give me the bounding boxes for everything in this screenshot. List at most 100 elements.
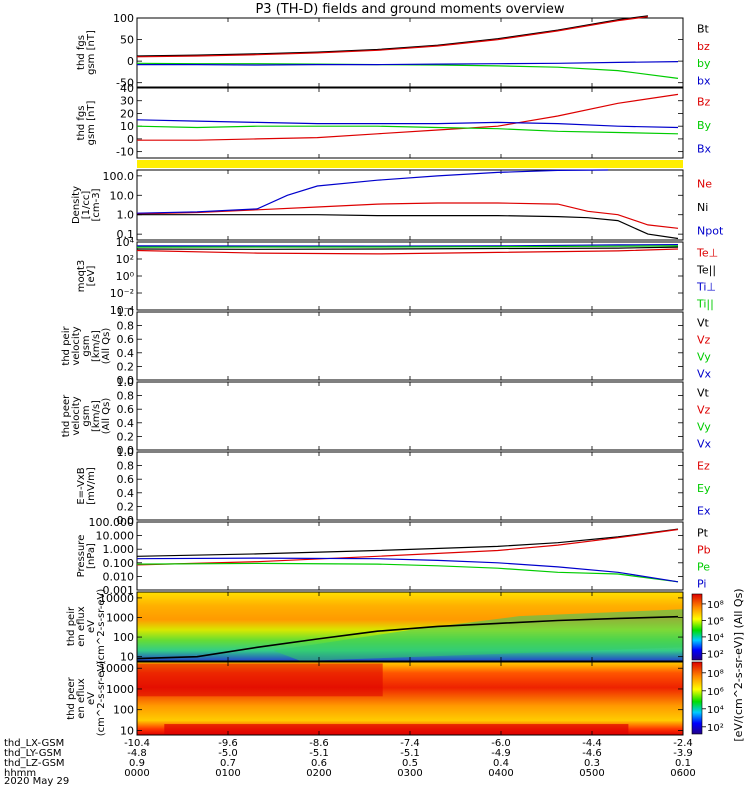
footer-value: -9.6 [218, 738, 238, 749]
footer-value: -5.0 [218, 748, 238, 759]
panel-frame [136, 381, 684, 451]
y-axis-label: moqt3 [76, 260, 87, 293]
colorbar-tick: 10⁶ [707, 687, 724, 698]
series-line-by [136, 62, 679, 79]
y-tick-label: 100.0 [103, 170, 135, 183]
panel-9: 10000 1000 100 10 thd peir en eflux eV (cm^2-s-… [66, 589, 684, 664]
series-line-Npot [136, 169, 608, 214]
panel-frame [136, 169, 684, 241]
legend-bx: bx [697, 74, 711, 87]
series-line-Ti⊥ [136, 244, 679, 247]
y-axis-label: thd peer [61, 394, 72, 437]
y-axis-label: thd fgs [76, 35, 87, 70]
y-tick-label: 10.0 [110, 189, 135, 202]
legend-Bx: Bx [697, 142, 712, 155]
y-tick-label: -50 [116, 77, 134, 90]
series-line-Bz [137, 93, 679, 141]
colorbar-tick: 10⁶ [707, 616, 724, 627]
y-tick-label: 0.2 [117, 430, 135, 443]
legend-Vx: Vx [697, 438, 712, 451]
series-line-Pt [136, 528, 679, 557]
y-axis-label: [eV] [86, 266, 97, 287]
y-tick-label: 1.000 [103, 543, 135, 556]
y-tick-label: 0.0 [117, 444, 135, 457]
y-tick-label: 10⁴ [116, 236, 135, 249]
spectrogram-low-energy-band [164, 724, 629, 735]
y-axis-label: E=-VxB [76, 467, 87, 504]
series-line-bx [137, 61, 679, 66]
legend-Te⊥: Te⊥ [696, 247, 718, 260]
y-tick-label: 0 [127, 133, 134, 146]
footer-value: 0100 [215, 768, 240, 779]
y-tick-label: 10² [116, 253, 134, 266]
series-line-Te|| [136, 246, 679, 250]
y-axis-label: [km/s] [91, 330, 102, 362]
y-axis-label: thd peer [66, 676, 77, 719]
y-tick-label: 0.1 [117, 228, 135, 241]
footer-ephemeris: thd_LX-GSM -10.4 -9.6 -8.6 -7.4 -6.0 -4.4 -2.4 t… [4, 738, 696, 779]
footer-value: -2.4 [673, 738, 693, 749]
y-tick-label: 0.6 [117, 473, 135, 486]
y-axis-label: (cm^2-s-sr-eV) [96, 661, 107, 737]
y-axis-label: [1/cc] [81, 191, 92, 220]
legend-Vy: Vy [697, 351, 711, 364]
y-tick-label: 10000 [99, 662, 134, 675]
colorbars: 10⁸ 10⁶ 10⁴ 10² 10⁸ 10⁶ 10⁴ 10² [eV/(cm^2-s-sr-… [691, 588, 745, 742]
y-tick-label: 0.6 [117, 403, 135, 416]
footer-value: -4.9 [491, 748, 511, 759]
panel-frame [136, 451, 684, 521]
y-tick-label: 0.8 [117, 320, 135, 333]
footer-value: -5.1 [309, 748, 329, 759]
footer-value: 0.6 [311, 758, 327, 769]
legend-Vt: Vt [697, 317, 710, 330]
legend-Vz: Vz [697, 334, 711, 347]
y-tick-label: 0 [127, 55, 134, 68]
footer-value: 0500 [579, 768, 604, 779]
footer-value: -8.6 [309, 738, 329, 749]
y-tick-label: 1.0 [117, 376, 135, 389]
y-tick-label: 0.100 [103, 557, 135, 570]
y-axis-label: en eflux [76, 678, 87, 718]
colorbar-tick: 10⁴ [707, 633, 724, 644]
legend-Bt: Bt [697, 23, 710, 36]
legend-Vz: Vz [697, 404, 711, 417]
footer-value: 0200 [306, 768, 331, 779]
y-axis-label: [mV/m] [86, 467, 97, 505]
series-line-Ne [136, 202, 679, 229]
y-tick-label: 0.0 [117, 514, 135, 527]
footer-value: 0000 [124, 768, 149, 779]
y-axis-label: eV [86, 692, 97, 705]
footer-value: 0.4 [493, 758, 509, 769]
series-line-Ni [137, 214, 679, 240]
footer-value: -7.4 [400, 738, 420, 749]
legend-Pt: Pt [697, 527, 709, 540]
colorbar-2 [691, 661, 703, 735]
series-line-Pi [136, 557, 679, 583]
y-axis-label: gsm [81, 335, 92, 356]
footer-value: -5.1 [400, 748, 420, 759]
legend-Ti⊥: Ti⊥ [696, 281, 716, 294]
footer-value: 0.5 [402, 758, 418, 769]
panel-1: 100 50 0 -50 thd fgs gsm [nT] Bt bz by bx [76, 12, 711, 90]
y-tick-label: 1.0 [117, 209, 135, 222]
y-tick-label: 0.0 [117, 374, 135, 387]
y-tick-label: 30 [120, 95, 134, 108]
y-tick-label: 0.8 [117, 390, 135, 403]
y-tick-label: 0.8 [117, 460, 135, 473]
panel-3: 100.0 10.0 1.0 0.1 Density [1/cc] [cm-3] Ne Ni Np… [71, 169, 724, 241]
y-tick-label: 1000 [106, 611, 134, 624]
y-axis-label: Density [71, 186, 82, 224]
y-tick-label: 0.4 [117, 487, 135, 500]
panel-10: 10000 1000 100 10 thd peer en eflux eV (cm^2-s-… [66, 661, 684, 737]
y-tick-label: 1.0 [117, 306, 135, 319]
y-tick-label: 10⁻² [110, 287, 134, 300]
y-tick-label: 0.4 [117, 417, 135, 430]
y-axis-label: eV [86, 620, 97, 633]
footer-row-label: hhmm [4, 768, 36, 779]
series-line-Ti|| [136, 245, 679, 248]
y-tick-label: 50 [120, 34, 134, 47]
y-axis-label: [cm-3] [91, 188, 102, 221]
series-line-Pb [136, 528, 679, 566]
